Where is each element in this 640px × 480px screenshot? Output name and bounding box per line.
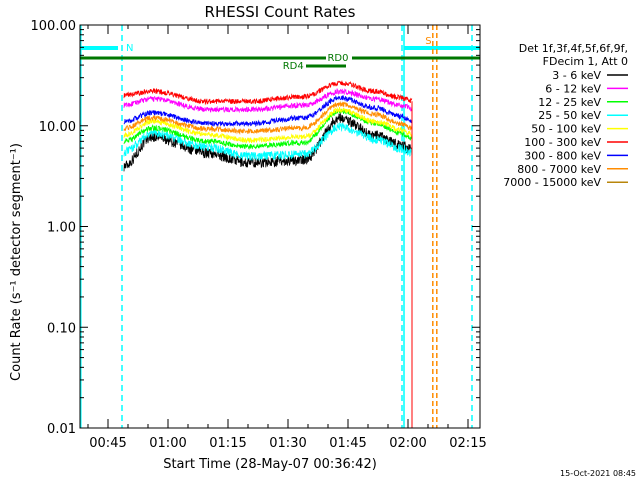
x-tick-label: 01:30 (269, 436, 306, 451)
legend-entry-label: 50 - 100 keV (531, 123, 601, 136)
series-layer (123, 80, 413, 428)
series-line (123, 87, 413, 114)
series-line (123, 94, 413, 128)
series-line (123, 122, 413, 161)
legend: Det 1f,3f,4f,5f,6f,9f,FDecim 1, Att 03 -… (503, 42, 628, 189)
legend-entry-label: 6 - 12 keV (545, 82, 601, 95)
annotation-layer: N S RD0 RD4 (126, 36, 432, 72)
x-tick-label: 02:15 (449, 436, 486, 451)
chart-title: RHESSI Count Rates (205, 3, 356, 21)
legend-entry-label: 100 - 300 keV (524, 136, 601, 149)
x-tick-label: 01:00 (149, 436, 186, 451)
x-tick-label: 01:45 (329, 436, 366, 451)
annotation-label-rd4: RD4 (283, 61, 304, 72)
y-tick-label: 0.10 (47, 321, 76, 336)
legend-entry-label: 7000 - 15000 keV (503, 176, 601, 189)
date-stamp: 15-Oct-2021 08:45 (560, 469, 636, 478)
x-tick-label: 00:45 (89, 436, 126, 451)
legend-entry-label: 25 - 50 keV (538, 109, 601, 122)
annotation-label-rd0: RD0 (327, 53, 348, 64)
legend-header: FDecim 1, Att 0 (543, 55, 628, 68)
x-tick-label: 02:00 (389, 436, 426, 451)
annotation-label-s: S (425, 36, 431, 47)
y-tick-label: 1.00 (47, 221, 76, 236)
y-axis-label: Count Rate (s⁻¹ detector segment⁻¹) (9, 143, 24, 381)
legend-entry-label: 800 - 7000 keV (517, 163, 601, 176)
legend-entry-label: 3 - 6 keV (552, 69, 601, 82)
y-tick-label: 100.00 (31, 19, 77, 34)
x-tick-label: 01:15 (209, 436, 246, 451)
annotation-bands (80, 25, 480, 428)
legend-entry-label: 12 - 25 keV (538, 96, 601, 109)
legend-header: Det 1f,3f,4f,5f,6f,9f, (519, 42, 628, 55)
series-line (123, 113, 413, 172)
x-axis-label: Start Time (28-May-07 00:36:42) (163, 457, 377, 472)
x-axis: 00:45 01:00 01:15 01:30 01:45 02:00 02:15 (87, 25, 487, 451)
series-line (123, 107, 413, 144)
y-tick-label: 0.01 (47, 422, 76, 437)
y-axis: 100.00 10.00 1.00 0.10 0.01 (31, 19, 480, 437)
series-line (123, 80, 413, 106)
legend-entry-label: 300 - 800 keV (524, 149, 601, 162)
annotation-label-n: N (126, 43, 133, 54)
y-tick-label: 10.00 (39, 120, 76, 135)
series-line (123, 101, 413, 135)
